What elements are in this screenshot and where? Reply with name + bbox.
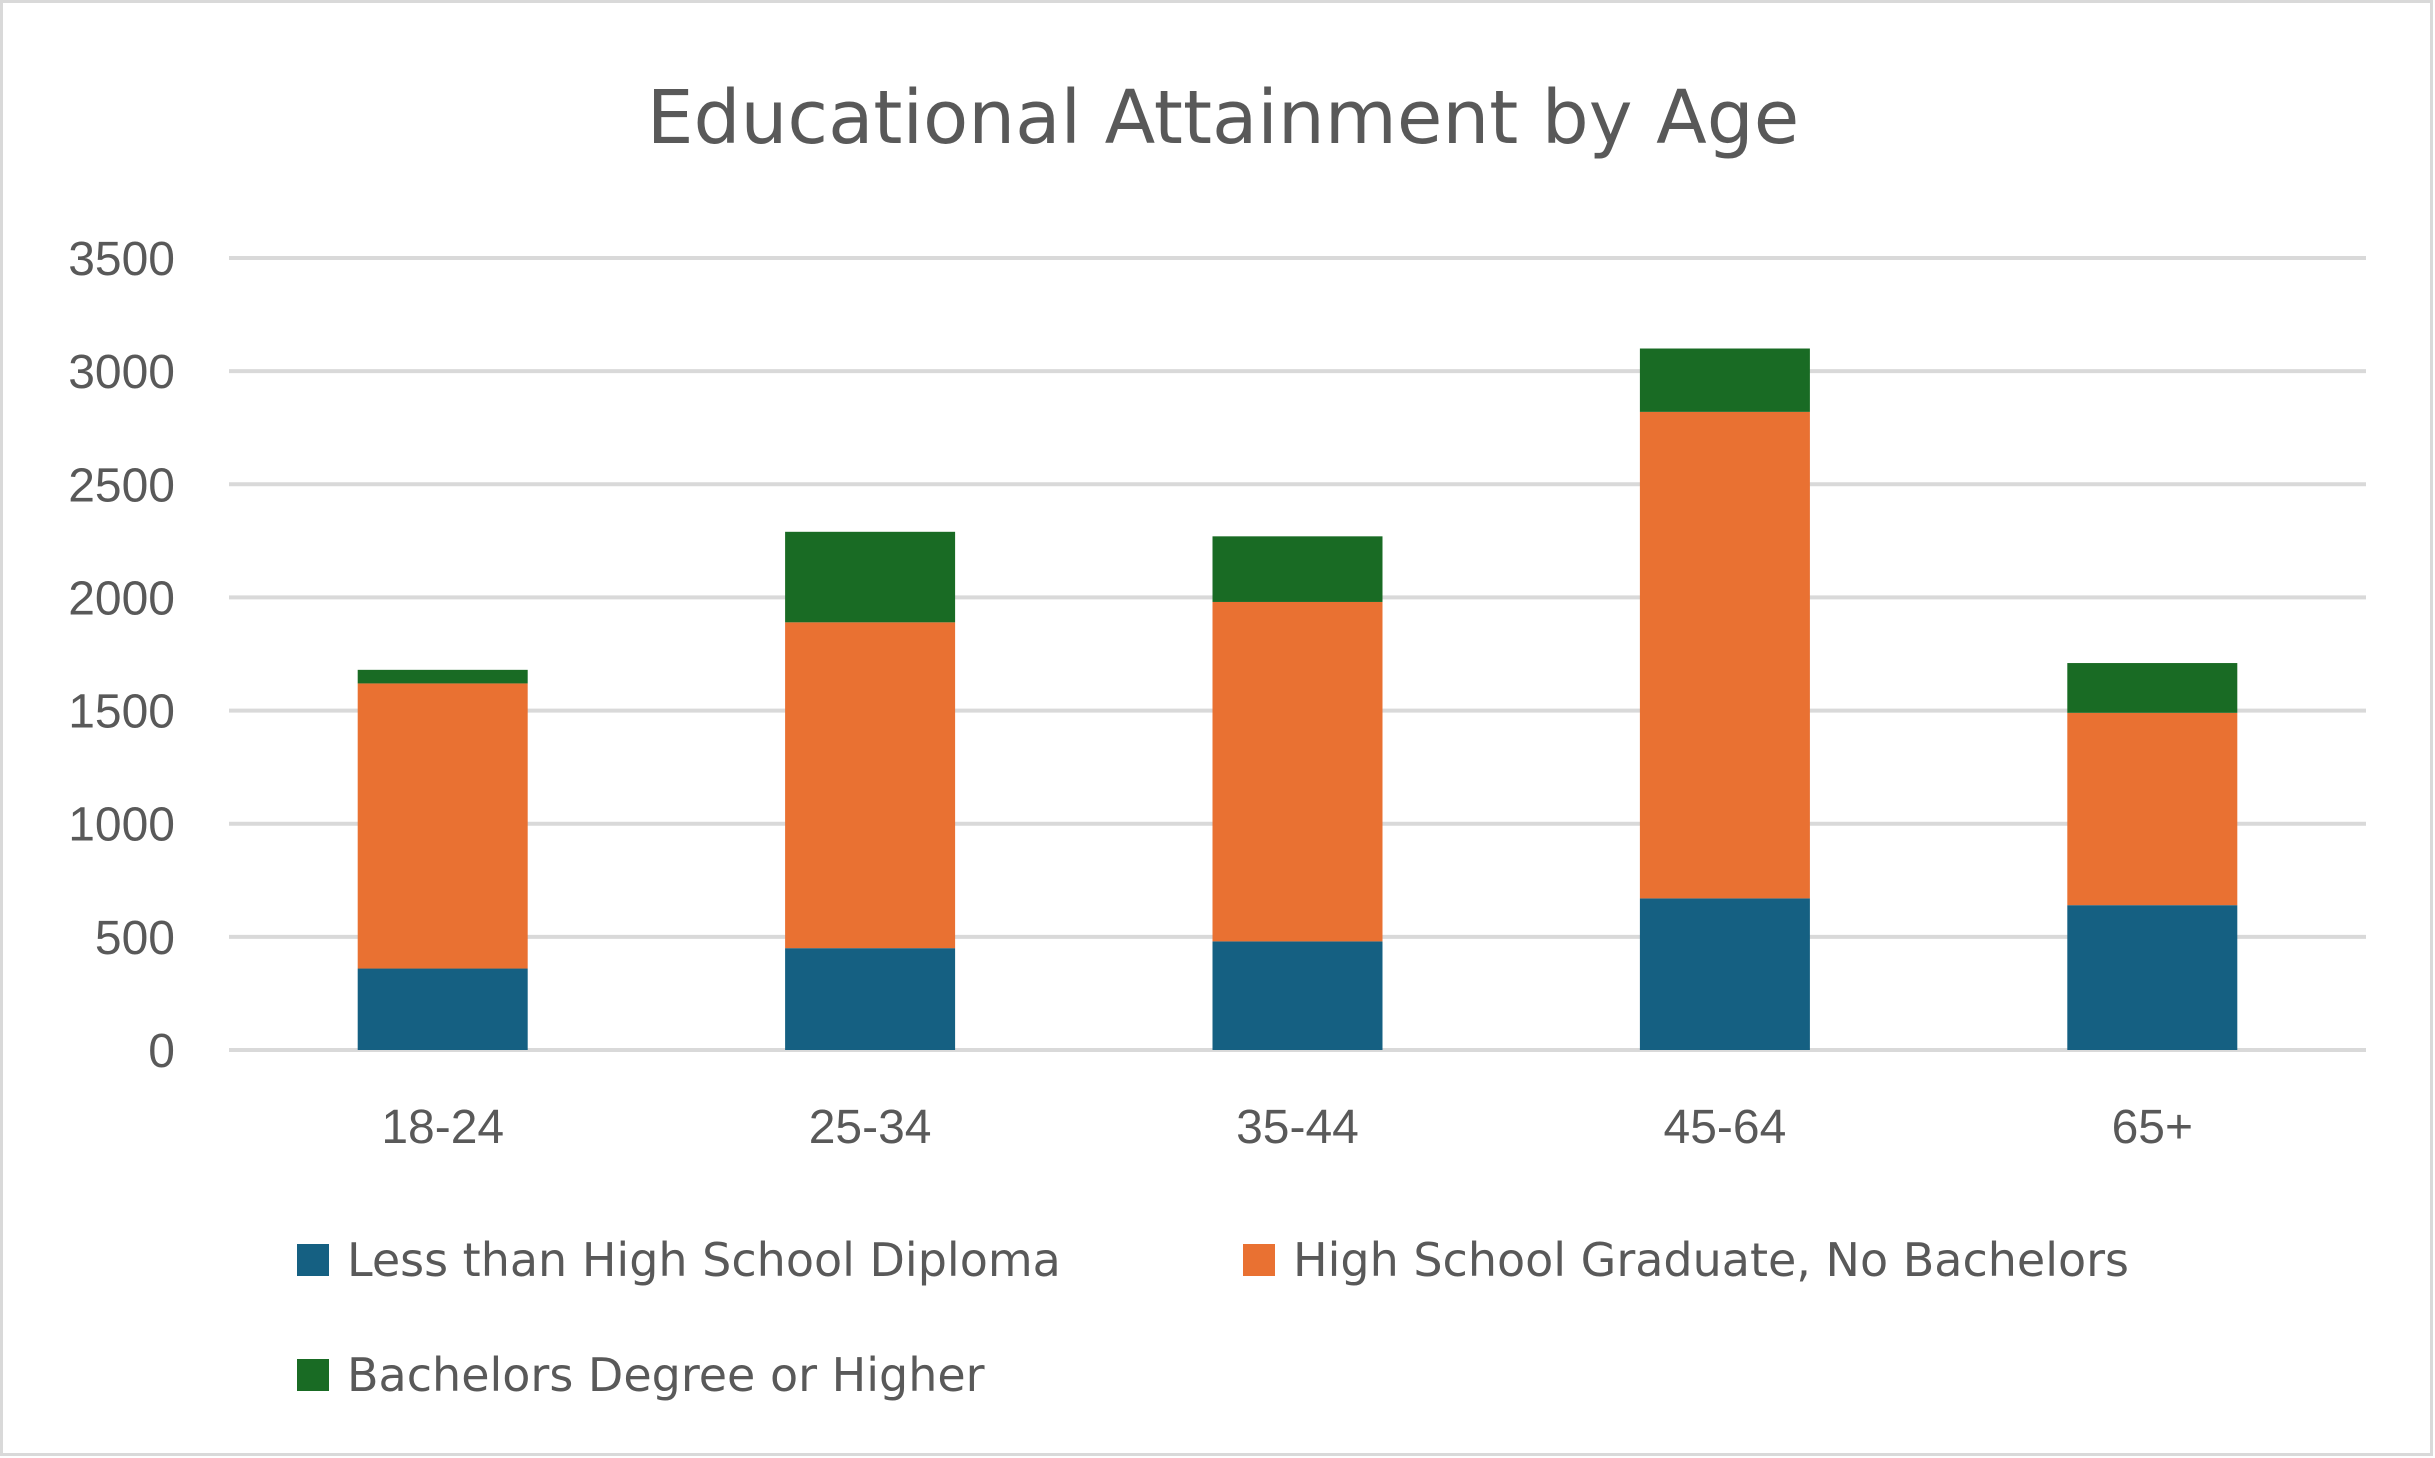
x-tick-label: 65+	[2112, 1101, 2193, 1154]
y-axis-ticks: 0 500 1000 1500 2000 2500 3000 3500	[68, 233, 175, 1078]
bar-35-44-series-2	[1212, 601, 1383, 942]
bar-45-64-series-3	[1639, 348, 1810, 412]
y-tick-label: 2500	[68, 459, 175, 512]
legend-label: High School Graduate, No Bachelors	[1293, 1233, 2129, 1287]
y-tick-label: 3000	[68, 346, 175, 399]
bar-25-34-series-1	[785, 948, 956, 1050]
y-tick-label: 1500	[68, 686, 175, 739]
y-tick-label: 500	[95, 912, 175, 965]
bar-65+-series-1	[2067, 905, 2238, 1050]
y-tick-label: 2000	[68, 572, 175, 625]
bar-35-44-series-3	[1212, 536, 1383, 602]
x-tick-label: 45-64	[1664, 1101, 1787, 1154]
bar-25-34-series-3	[785, 531, 956, 623]
bar-25-34-series-2	[785, 622, 956, 949]
bar-18-24-series-1	[357, 968, 528, 1050]
legend-swatch	[297, 1244, 329, 1276]
bar-45-64-series-2	[1639, 411, 1810, 899]
legend-label: Bachelors Degree or Higher	[347, 1348, 985, 1402]
legend-swatch	[297, 1359, 329, 1391]
y-tick-label: 3500	[68, 233, 175, 286]
x-tick-label: 25-34	[809, 1101, 932, 1154]
bars	[357, 348, 2238, 1050]
legend-label: Less than High School Diploma	[347, 1233, 1061, 1287]
bar-65+-series-3	[2067, 663, 2238, 713]
bar-45-64-series-1	[1639, 898, 1810, 1050]
legend-swatch	[1243, 1244, 1275, 1276]
x-tick-label: 35-44	[1236, 1101, 1359, 1154]
chart-title: Educational Attainment by Age	[647, 75, 1799, 161]
y-tick-label: 0	[148, 1025, 175, 1078]
bar-65+-series-2	[2067, 712, 2238, 906]
bar-18-24-series-3	[357, 669, 528, 684]
x-axis-ticks: 18-24 25-34 35-44 45-64 65+	[381, 1101, 2193, 1154]
chart-svg: Educational Attainment by Age 0 500 1000 15…	[68, 75, 2366, 1402]
legend: Less than High School Diploma High School…	[297, 1233, 2129, 1402]
bar-18-24-series-2	[357, 683, 528, 969]
bar-35-44-series-1	[1212, 941, 1383, 1050]
y-tick-label: 1000	[68, 799, 175, 852]
x-tick-label: 18-24	[381, 1101, 504, 1154]
